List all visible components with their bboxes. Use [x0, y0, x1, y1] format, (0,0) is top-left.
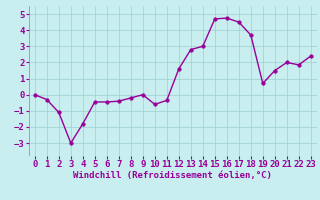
X-axis label: Windchill (Refroidissement éolien,°C): Windchill (Refroidissement éolien,°C) [73, 171, 272, 180]
